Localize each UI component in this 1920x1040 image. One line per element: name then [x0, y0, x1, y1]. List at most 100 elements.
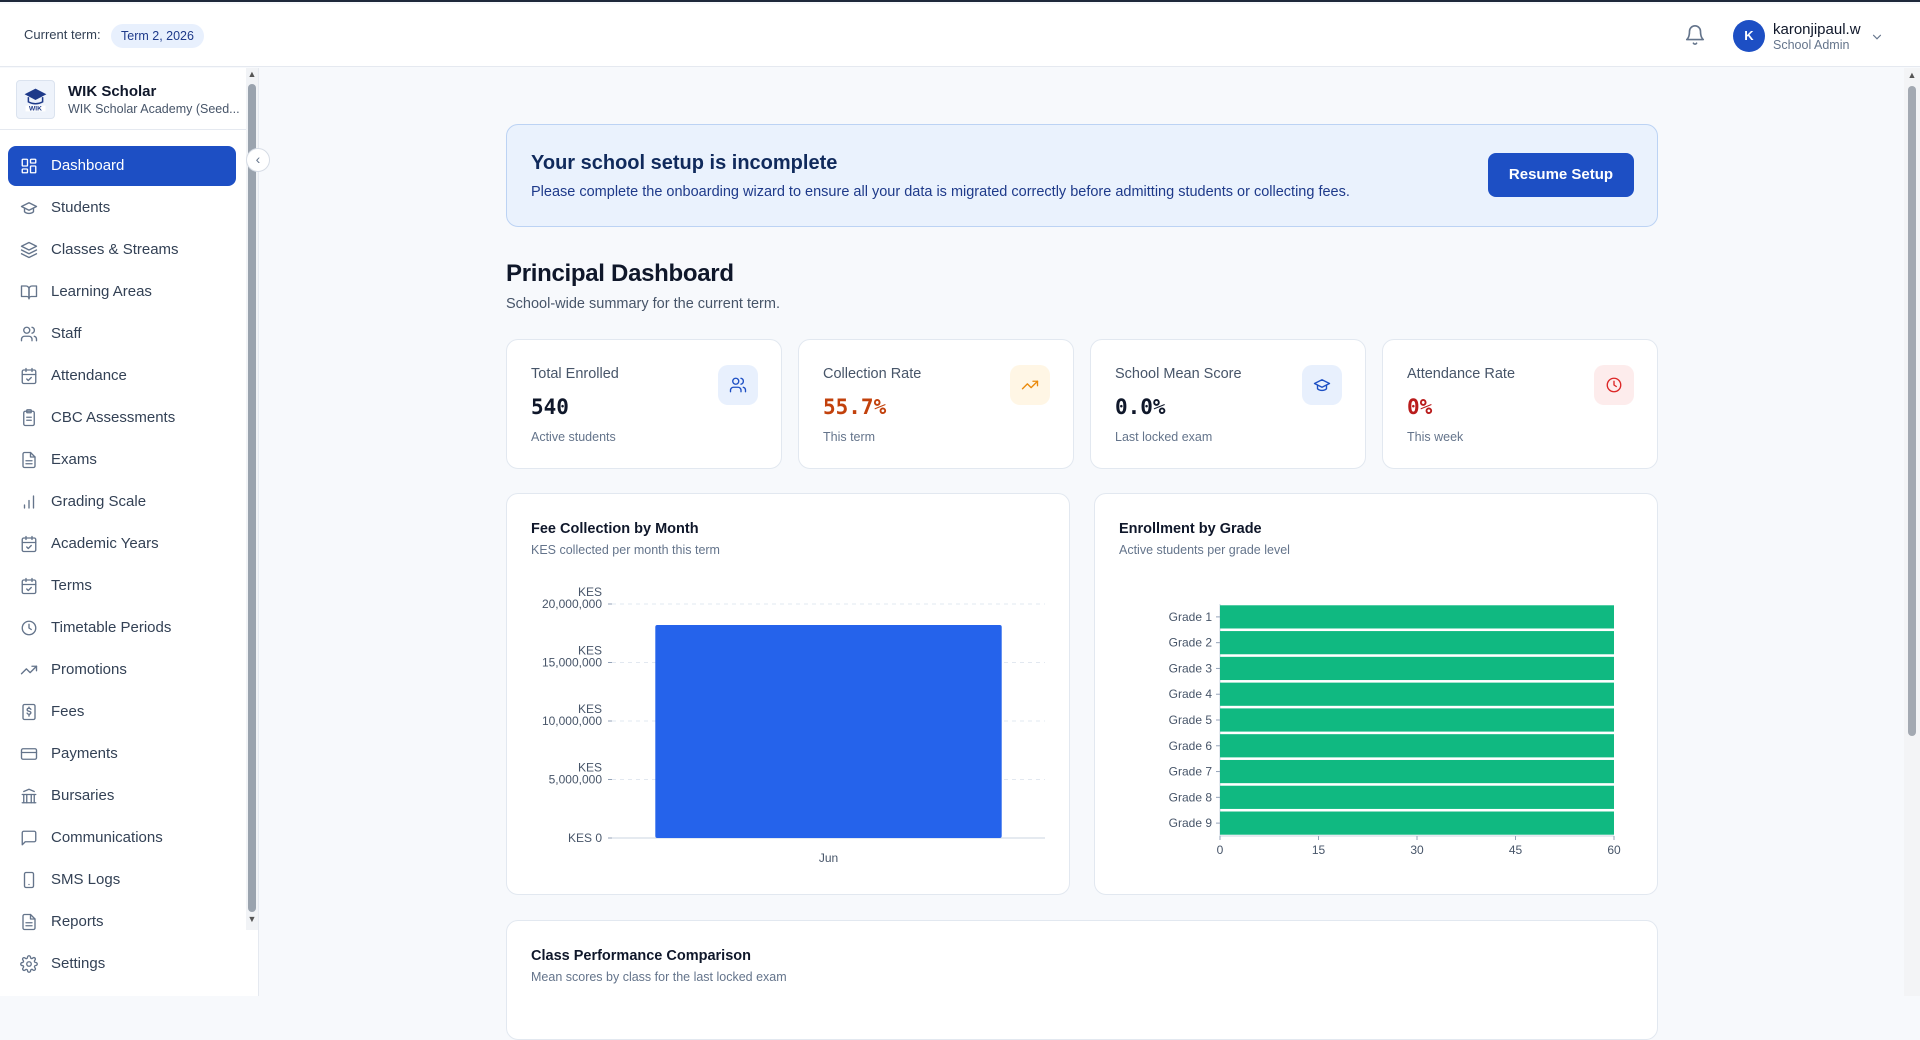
brand-name: WIK Scholar — [68, 83, 157, 100]
stat-title: Collection Rate — [823, 366, 922, 382]
trending-up-icon — [20, 665, 38, 675]
enrollment-chart: Grade 1 Grade 2 Grade 3 Grade 4 Grade 5 Grade… — [1169, 604, 1621, 857]
message-square-icon — [21, 830, 37, 846]
calendar-check-icon — [21, 577, 37, 595]
stat-subtitle: This term — [823, 430, 876, 444]
credit-card-icon — [20, 748, 38, 760]
stat-title: School Mean Score — [1115, 366, 1242, 382]
y-tick-label: Grade 6 — [1169, 739, 1213, 753]
y-tick-label: Grade 2 — [1169, 636, 1213, 650]
clock-icon — [21, 620, 37, 636]
user-role: School Admin — [1773, 38, 1850, 52]
sidebar-item-label: CBC Assessments — [51, 409, 176, 426]
page-title: Principal Dashboard — [506, 260, 734, 287]
sidebar-item-bursaries[interactable]: Bursaries — [8, 776, 236, 816]
users-icon — [20, 326, 38, 342]
current-term-badge[interactable]: Term 2, 2026 — [111, 24, 204, 48]
fee-collection-chart: KES 0KES5,000,000KES10,000,000KES15,000,… — [542, 585, 1045, 865]
y-tick-label: Grade 7 — [1169, 765, 1213, 779]
sidebar-item-fees[interactable]: Fees — [8, 692, 236, 732]
sidebar-item-exams[interactable]: Exams — [8, 440, 236, 480]
avatar[interactable]: K — [1733, 20, 1765, 52]
sidebar-item-label: Staff — [51, 325, 82, 342]
smartphone-icon — [23, 871, 35, 889]
sidebar-item-timetable-periods[interactable]: Timetable Periods — [8, 608, 236, 648]
stat-value: 0.0% — [1115, 395, 1166, 419]
sidebar-item-label: SMS Logs — [51, 871, 121, 888]
alert-title: Your school setup is incomplete — [531, 152, 838, 174]
sidebar-item-payments[interactable]: Payments — [8, 734, 236, 774]
grid-icon — [21, 158, 37, 174]
sidebar-item-label: Promotions — [51, 661, 127, 678]
sidebar-item-reports[interactable]: Reports — [8, 902, 236, 942]
sidebar-item-classes-and-streams[interactable]: Classes & Streams — [8, 230, 236, 270]
chevron-down-icon[interactable] — [1870, 30, 1884, 44]
sidebar-item-sms-logs[interactable]: SMS Logs — [8, 860, 236, 900]
setup-incomplete-alert: Your school setup is incomplete Please c… — [506, 124, 1658, 227]
bar-grade-2 — [1220, 631, 1614, 655]
sidebar-item-settings[interactable]: Settings — [8, 944, 236, 984]
current-term-label: Current term: — [24, 27, 101, 42]
class-performance-card: Class Performance Comparison Mean scores… — [506, 920, 1658, 1040]
stat-card-attendance-rate: Attendance Rate 0% This week — [1382, 339, 1658, 469]
sidebar-item-label: Payments — [51, 745, 118, 762]
y-tick-label: Grade 5 — [1169, 713, 1213, 727]
school-name: WIK Scholar Academy (Seed... — [68, 102, 240, 116]
y-tick-label: Grade 8 — [1169, 790, 1213, 804]
stat-card-collection-rate: Collection Rate 55.7% This term — [798, 339, 1074, 469]
bar-chart-icon — [23, 495, 35, 509]
perf-chart-subtitle: Mean scores by class for the last locked… — [531, 970, 787, 984]
collapse-sidebar-button[interactable]: ‹ — [246, 148, 270, 172]
sidebar-scroll-thumb[interactable] — [248, 84, 256, 912]
sidebar-item-label: Terms — [51, 577, 92, 594]
stat-subtitle: Last locked exam — [1115, 430, 1213, 444]
fee-chart-title: Fee Collection by Month — [531, 521, 699, 537]
y-tick-label: KES — [578, 761, 602, 775]
sidebar-item-grading-scale[interactable]: Grading Scale — [8, 482, 236, 522]
sidebar-item-label: Fees — [51, 703, 85, 720]
scroll-up-arrow-icon[interactable]: ▲ — [247, 69, 257, 79]
bar-grade-1 — [1220, 605, 1614, 629]
sidebar-item-label: Grading Scale — [51, 493, 147, 510]
calendar-check-icon — [21, 367, 37, 385]
stat-value: 55.7% — [823, 395, 887, 419]
sidebar-item-promotions[interactable]: Promotions — [8, 650, 236, 690]
scroll-down-arrow-icon[interactable]: ▼ — [247, 914, 257, 924]
sidebar-item-learning-areas[interactable]: Learning Areas — [8, 272, 236, 312]
stat-title: Attendance Rate — [1407, 366, 1516, 382]
sidebar-item-terms[interactable]: Terms — [8, 566, 236, 606]
fee-collection-card: Fee Collection by Month KES collected pe… — [506, 493, 1070, 895]
clock-icon — [1606, 377, 1622, 393]
x-tick-label: 45 — [1509, 843, 1523, 857]
main-scroll-thumb[interactable] — [1908, 86, 1916, 736]
y-tick-label: 10,000,000 — [542, 714, 602, 728]
y-tick-label: Grade 1 — [1169, 610, 1213, 624]
sidebar-item-staff[interactable]: Staff — [8, 314, 236, 354]
alert-text: Please complete the onboarding wizard to… — [531, 184, 1350, 200]
sidebar-item-academic-years[interactable]: Academic Years — [8, 524, 236, 564]
main-scroll-up-arrow-icon[interactable]: ▲ — [1907, 70, 1917, 80]
sidebar-item-label: Communications — [51, 829, 163, 846]
user-name[interactable]: karonjipaul.w — [1773, 21, 1861, 38]
sidebar-item-label: Reports — [51, 913, 104, 930]
sidebar-item-students[interactable]: Students — [8, 188, 236, 228]
top-header: Current term: Term 2, 2026 K karonjipaul… — [0, 4, 1920, 67]
sidebar-item-label: Attendance — [51, 367, 127, 384]
y-tick-label: Grade 3 — [1169, 661, 1213, 675]
layers-icon — [20, 241, 38, 259]
y-tick-label: KES — [578, 702, 602, 716]
sidebar-item-attendance[interactable]: Attendance — [8, 356, 236, 396]
sidebar-item-cbc-assessments[interactable]: CBC Assessments — [8, 398, 236, 438]
stat-title: Total Enrolled — [531, 366, 619, 382]
stat-subtitle: Active students — [531, 430, 616, 444]
calendar-check-icon — [21, 535, 37, 553]
bell-icon[interactable] — [1684, 24, 1706, 46]
stat-value: 540 — [531, 395, 569, 419]
sidebar-item-dashboard[interactable]: Dashboard — [8, 146, 236, 186]
y-tick-label: KES — [578, 585, 602, 599]
resume-setup-button[interactable]: Resume Setup — [1488, 153, 1634, 197]
sidebar-item-communications[interactable]: Communications — [8, 818, 236, 858]
sidebar-item-label: Exams — [51, 451, 97, 468]
stat-card-total-enrolled: Total Enrolled 540 Active students — [506, 339, 782, 469]
brand[interactable]: WIK WIK Scholar WIK Scholar Academy (See… — [0, 68, 258, 130]
